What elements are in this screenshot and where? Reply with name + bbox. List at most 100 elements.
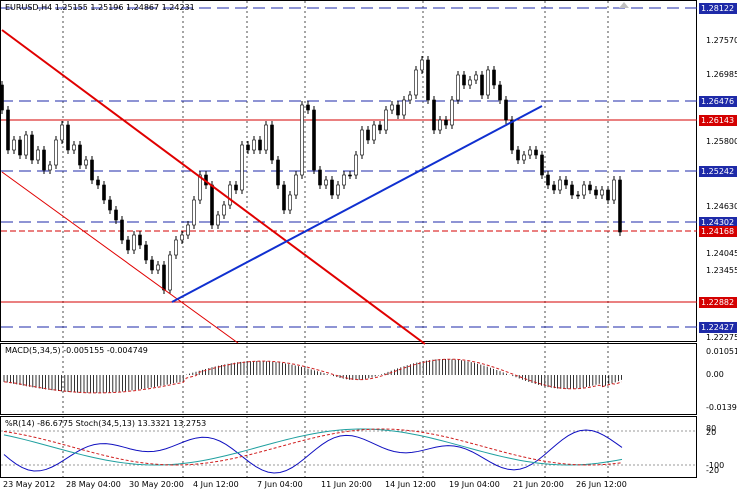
wpr-line	[3, 429, 623, 474]
level-tag-blue[interactable]: 1.28122	[699, 3, 737, 14]
time-axis-label: 21 Jun 20:00	[513, 480, 564, 489]
candle-body	[498, 84, 502, 101]
candle-body	[432, 99, 436, 131]
candle-body	[474, 74, 478, 81]
level-tag-blue[interactable]: 1.25242	[699, 166, 737, 177]
macd-signal-line	[3, 358, 622, 394]
candle-body	[276, 159, 280, 186]
candle-body	[588, 184, 592, 191]
candle-body	[528, 149, 532, 156]
time-axis-label: 30 May 20:00	[129, 480, 184, 489]
candle-body	[114, 209, 118, 221]
blue-uptrend-line[interactable]	[171, 105, 543, 303]
candle-body	[300, 104, 304, 176]
horizontal-levels	[1, 7, 697, 328]
macd-axis-label: -0.013961	[706, 403, 737, 412]
candle-body	[606, 189, 610, 201]
time-axis-label: 11 Jun 20:00	[321, 480, 372, 489]
candle-body	[246, 144, 250, 151]
candle-body	[294, 174, 298, 196]
candle-body	[618, 179, 622, 233]
wpr-panel-frame	[0, 416, 697, 478]
candle-body	[360, 129, 364, 156]
candle-body	[390, 104, 394, 111]
candle-body	[552, 184, 556, 191]
time-axis-label: 28 May 04:00	[66, 480, 121, 489]
time-axis-label: 14 Jun 12:00	[385, 480, 436, 489]
candle-body	[378, 124, 382, 131]
price-axis-label: 1.24045	[706, 249, 737, 258]
macd-header: MACD(5,34,5) -0.005155 -0.004749	[5, 346, 148, 355]
candle-body	[372, 124, 376, 141]
candle-body	[186, 224, 190, 236]
level-tag-blue[interactable]: 1.22427	[699, 322, 737, 333]
level-tag-red[interactable]: 1.24168	[699, 226, 737, 237]
candle-body	[408, 94, 412, 101]
candle-body	[216, 214, 220, 226]
main-chart-header: EURUSD,H4 1.25155 1.25196 1.24867 1.2423…	[5, 3, 195, 12]
macd-histogram	[3, 359, 622, 393]
candle-body	[330, 179, 334, 196]
red-downtrend-line[interactable]	[1, 29, 426, 345]
candle-body	[0, 84, 4, 111]
candle-body	[420, 59, 424, 71]
candle-body	[252, 139, 256, 151]
candle-body	[36, 149, 40, 161]
macd-axis-label: 0.00	[706, 370, 724, 379]
candle-body	[306, 104, 310, 111]
candle-body	[258, 139, 262, 151]
wpr-axis-label: -100	[706, 461, 725, 470]
candle-body	[612, 179, 616, 201]
candle-body	[534, 149, 538, 156]
wpr-axis-label: 80	[706, 424, 717, 433]
candle-body	[12, 139, 16, 151]
candle-body	[222, 204, 226, 216]
candle-body	[42, 149, 46, 171]
candle-body	[60, 124, 64, 141]
candle-body	[96, 179, 100, 186]
candle-body	[48, 164, 52, 171]
candle-body	[438, 119, 442, 131]
candle-body	[150, 259, 154, 271]
candle-body	[468, 79, 472, 86]
candle-body	[366, 129, 370, 141]
candle-body	[384, 109, 388, 131]
stoch-signal-line	[3, 428, 623, 466]
candle-body	[600, 189, 604, 196]
candle-body	[396, 104, 400, 116]
time-axis-label: 19 Jun 04:00	[449, 480, 500, 489]
price-axis-label: 1.26985	[706, 70, 737, 79]
candle-body	[108, 199, 112, 211]
candle-body	[162, 264, 166, 291]
level-tag-red[interactable]: 1.22882	[699, 297, 737, 308]
candle-body	[138, 234, 142, 246]
candle-body	[492, 69, 496, 86]
candle-body	[192, 199, 196, 226]
candle-body	[84, 159, 88, 166]
level-tag-blue[interactable]: 1.24302	[699, 217, 737, 228]
candle-body	[342, 174, 346, 186]
level-tag-red[interactable]: 1.26143	[699, 115, 737, 126]
wpr-stoch-header: %R(14) -86.6775 Stoch(34,5,13) 13.3321 1…	[5, 419, 207, 428]
candle-body	[510, 119, 514, 151]
candle-body	[168, 254, 172, 291]
candle-body	[132, 234, 136, 251]
candle-body	[90, 159, 94, 181]
level-tag-blue[interactable]: 1.26476	[699, 96, 737, 107]
candle-body	[174, 239, 178, 256]
red-channel-line[interactable]	[1, 171, 239, 344]
candle-body	[78, 144, 82, 166]
candle-body	[570, 184, 574, 196]
candle-body	[576, 194, 580, 197]
candle-body	[270, 124, 274, 161]
macd-axis-label: 0.010515	[706, 347, 737, 356]
macd-panel-frame	[0, 343, 697, 415]
candle-body	[30, 134, 34, 161]
candle-body	[228, 184, 232, 206]
candle-body	[456, 74, 460, 101]
price-axis-label: 1.22275	[706, 333, 737, 342]
candle-body	[54, 139, 58, 166]
candle-body	[318, 169, 322, 186]
scroll-marker-icon[interactable]	[619, 2, 629, 8]
